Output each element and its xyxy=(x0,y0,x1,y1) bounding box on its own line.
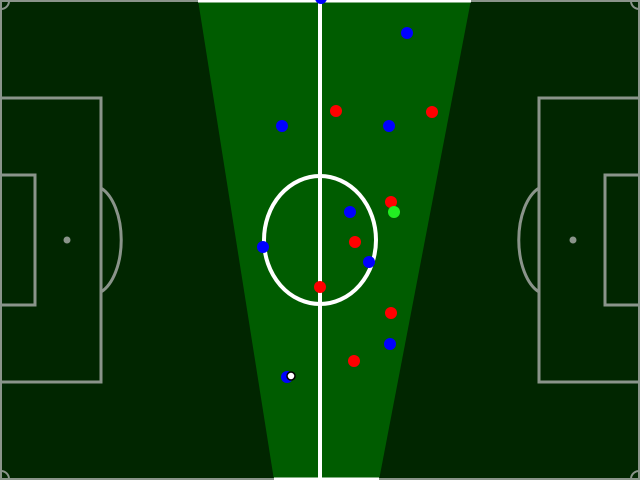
blue-player[interactable] xyxy=(383,120,395,132)
red-player[interactable] xyxy=(349,236,361,248)
left-penalty-arc xyxy=(100,186,123,294)
blue-player[interactable] xyxy=(363,256,375,268)
blue-player[interactable] xyxy=(276,120,288,132)
red-player[interactable] xyxy=(385,196,397,208)
blue-player[interactable] xyxy=(401,27,413,39)
blue-player[interactable] xyxy=(344,206,356,218)
red-player[interactable] xyxy=(314,281,326,293)
corner-arc-bottom-left xyxy=(0,470,10,480)
red-player[interactable] xyxy=(426,106,438,118)
red-player[interactable] xyxy=(385,307,397,319)
corner-arc-top-left xyxy=(0,0,10,10)
blue-player[interactable] xyxy=(315,0,327,4)
red-player[interactable] xyxy=(348,355,360,367)
left-penalty-spot xyxy=(63,236,71,244)
corner-arc-top-right xyxy=(630,0,640,10)
red-team xyxy=(314,105,438,367)
vision-cone xyxy=(198,0,471,480)
right-penalty-arc xyxy=(517,186,540,294)
blue-player[interactable] xyxy=(257,241,269,253)
center-circle xyxy=(262,174,378,306)
right-penalty-spot xyxy=(569,236,577,244)
highlighted-player[interactable] xyxy=(388,206,400,218)
left-goal-area xyxy=(0,173,37,307)
red-player[interactable] xyxy=(330,105,342,117)
blue-player[interactable] xyxy=(384,338,396,350)
corner-arc-bottom-right xyxy=(630,470,640,480)
right-goal-area xyxy=(603,173,640,307)
ball[interactable] xyxy=(286,371,296,381)
left-penalty-area xyxy=(0,96,103,384)
right-penalty-area xyxy=(537,96,640,384)
